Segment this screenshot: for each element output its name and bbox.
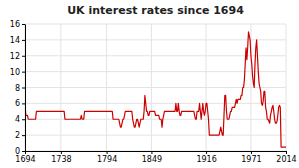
tick-mark [22,72,25,73]
tick: 16 [10,20,25,29]
grid-line-y [25,71,286,72]
tick-label: 1916 [196,155,216,164]
tick: 6 [15,99,25,108]
tick-mark [22,24,25,25]
grid-line-y [25,151,286,152]
tick: 2014 [276,151,296,164]
tick-mark [151,151,152,154]
tick-mark [22,119,25,120]
tick-label: 14 [10,36,20,45]
x-axis: 1694173817941849191619712014 [15,151,296,164]
tick-mark [22,40,25,41]
plot-area [25,32,286,147]
tick-mark [22,103,25,104]
grid-line-y [25,39,286,40]
grid-line-y [25,87,286,88]
tick-label: 1794 [97,155,117,164]
tick: 1794 [97,151,117,164]
grid-line-y [25,24,286,25]
tick-label: 16 [10,20,20,29]
tick: 1971 [241,151,261,164]
tick-label: 0 [15,147,20,156]
tick: 2 [15,131,25,140]
y-axis: 0 2 4 6 8 10 12 14 16 [10,20,26,156]
tick: 8 [15,84,25,93]
grid-line-y [25,119,286,120]
chart: UK interest rates since 1694169417381794… [0,0,299,168]
tick: 1916 [196,151,216,164]
tick-mark [251,151,252,154]
tick-label: 10 [10,68,20,77]
tick-mark [22,135,25,136]
tick-mark [22,56,25,57]
tick: 0 [15,147,25,156]
tick-label: 2014 [276,155,296,164]
tick-label: 6 [15,99,20,108]
grid-line-y [25,103,286,104]
tick-label: 8 [15,84,20,93]
grid [25,24,286,151]
tick-mark [61,151,62,154]
tick-label: 1849 [142,155,162,164]
chart-container: UK interest rates since 1694169417381794… [0,0,299,168]
tick-label: 1971 [241,155,261,164]
tick-mark [206,151,207,154]
tick: 14 [10,36,25,45]
axis-line [26,151,287,152]
tick-label: 1738 [51,155,71,164]
tick: 12 [10,52,25,61]
tick-label: 12 [10,52,20,61]
tick-label: 4 [15,115,20,124]
grid-line-y [25,135,286,136]
title: UK interest rates since 1694 [67,4,244,17]
tick: 4 [15,115,25,124]
tick: 1738 [51,151,71,164]
tick-mark [286,151,287,154]
tick-label: 2 [15,131,20,140]
tick-mark [22,88,25,89]
tick-mark [107,151,108,154]
line [25,32,286,147]
tick-mark [22,151,25,152]
axis-line [25,25,26,152]
tick: 1849 [142,151,162,164]
tick: 10 [10,68,25,77]
